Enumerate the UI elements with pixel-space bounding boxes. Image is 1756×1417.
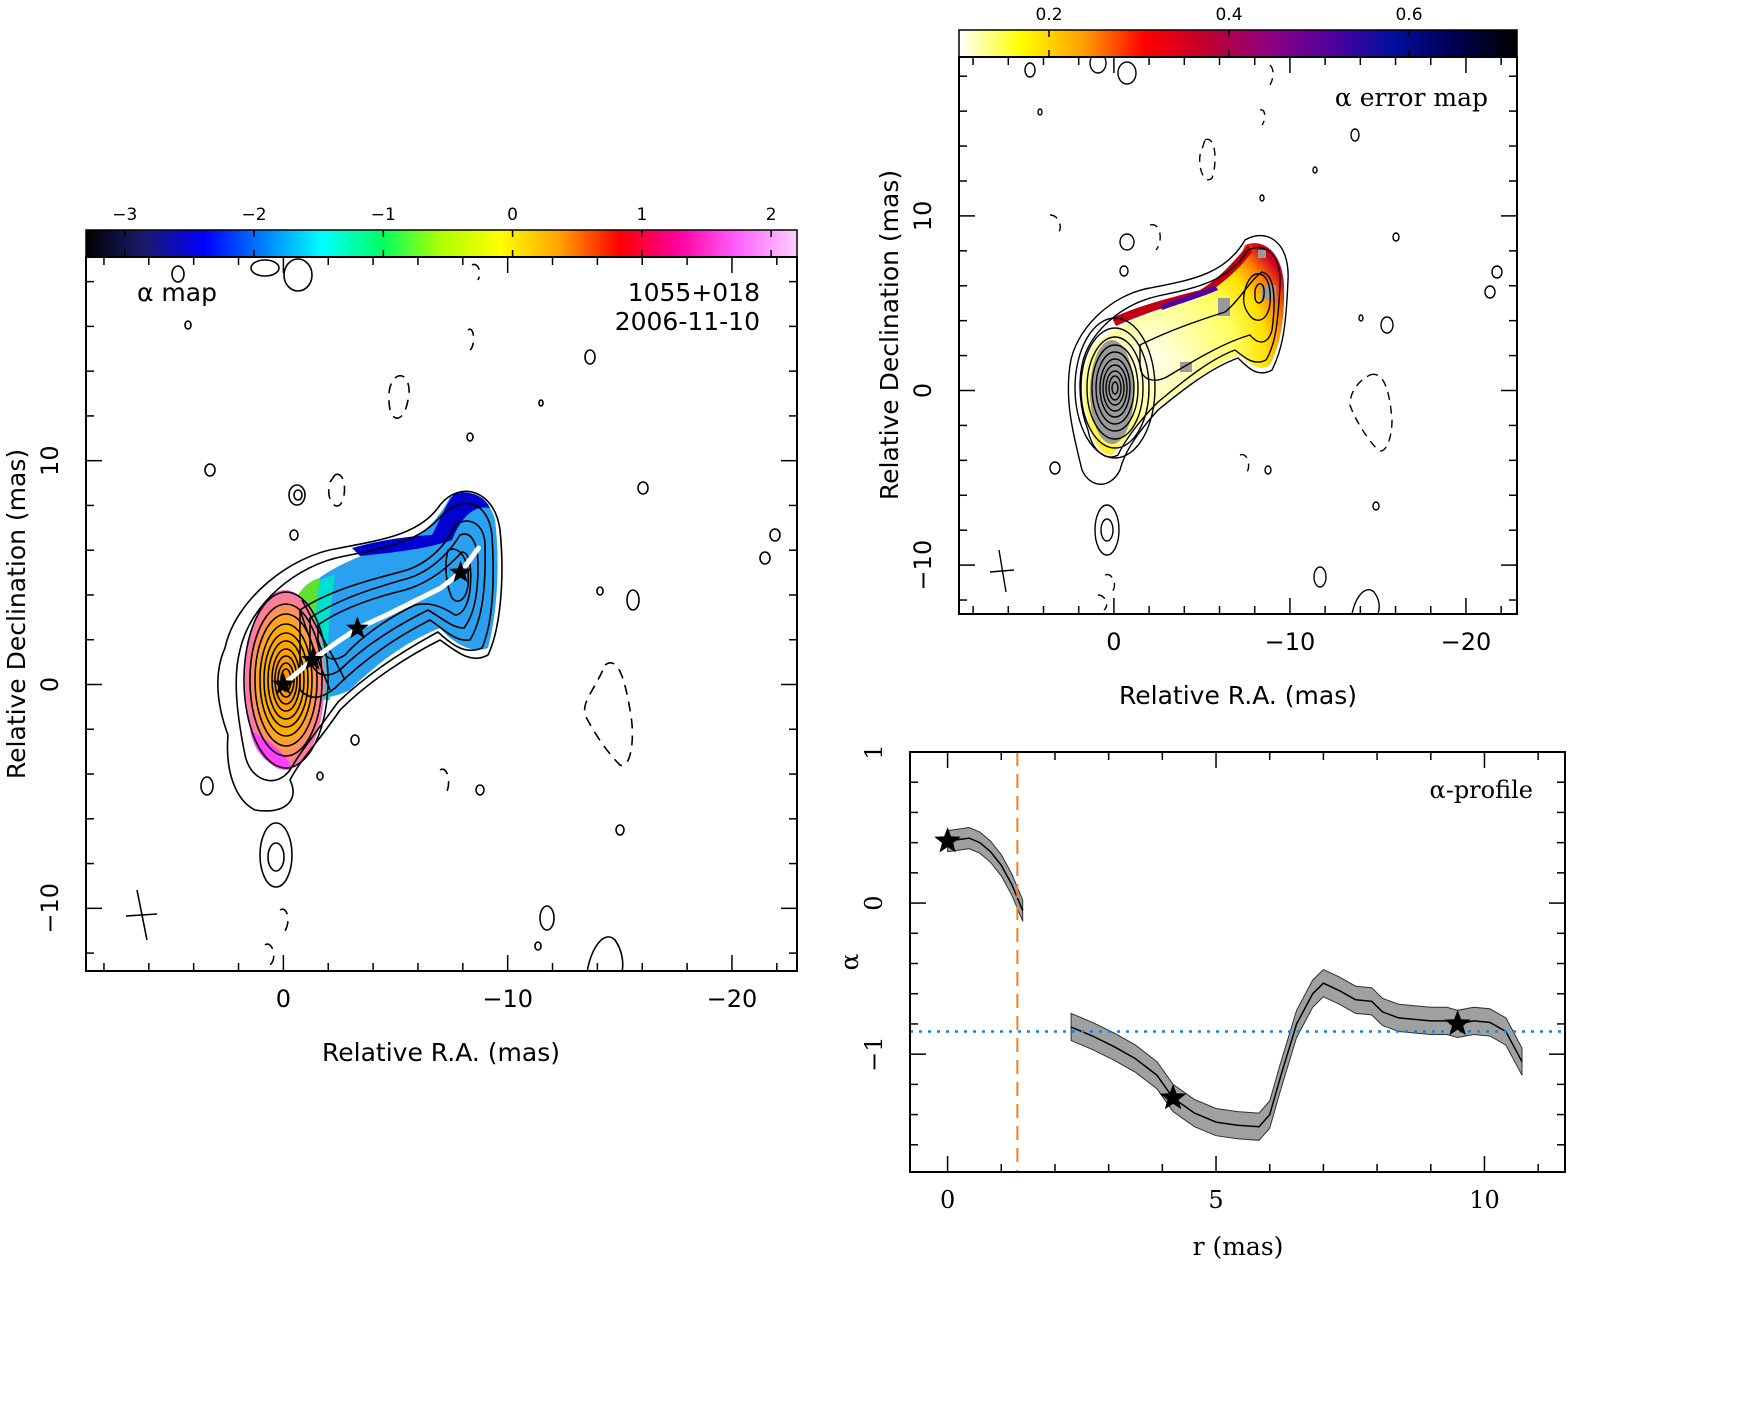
star-marker-icon	[346, 616, 369, 639]
alpha-profile-xtick-label: 0	[940, 1186, 955, 1214]
alpha-profile-ytick-label: −1	[860, 1036, 888, 1071]
alpha-map-axes: 0 −10 −20 −10 0 10	[36, 257, 797, 1013]
alpha-map-contours	[171, 258, 781, 971]
alpha-map-colorbar	[85, 229, 798, 258]
alpha-profile-stars	[934, 827, 1471, 1110]
alpha-map-xlabel: Relative R.A. (mas)	[322, 1038, 560, 1067]
alpha-error-frame	[958, 56, 1518, 615]
alpha-map-frame	[85, 256, 798, 972]
alpha-map-xtick-label: −10	[482, 985, 533, 1013]
alpha-error-ytick-label: 0	[909, 383, 937, 398]
alpha-error-cbar-tick-label: 0.4	[1215, 5, 1242, 25]
alpha-map-ytick-label: −10	[36, 883, 64, 934]
alpha-map-colorbar-ticks: −3 −2 −1 0 1 2	[112, 205, 777, 257]
alpha-map-cbar-tick-label: 1	[636, 205, 647, 225]
alpha-error-red-edge	[1112, 245, 1252, 326]
star-marker-icon	[449, 560, 472, 583]
alpha-profile-xtick-label: 5	[1208, 1186, 1223, 1214]
alpha-profile-panel: 0 5 10 −1 0 1 α-profile r (mas) α	[835, 744, 1566, 1261]
alpha-profile-error-band	[1070, 969, 1523, 1141]
alpha-profile-ylabel: α	[835, 953, 864, 970]
alpha-profile-ytick-label: 1	[860, 744, 888, 759]
beam-cross-icon	[125, 889, 158, 941]
alpha-error-ytick-label: 10	[909, 201, 937, 232]
alpha-map-cbar-tick-label: −3	[112, 205, 137, 225]
alpha-profile-frame	[909, 751, 1566, 1173]
alpha-error-xtick-label: −20	[1441, 628, 1492, 656]
alpha-error-ytick-label: −10	[909, 540, 937, 591]
alpha-map-source-label: 1055+018	[628, 278, 760, 307]
alpha-map-cbar-tick-label: −2	[242, 205, 267, 225]
alpha-error-ylabel: Relative Declination (mas)	[875, 170, 904, 500]
alpha-map-negative-contours	[264, 263, 634, 966]
alpha-map-ytick-label: 10	[36, 445, 64, 476]
alpha-map-stars	[272, 560, 472, 695]
alpha-map-xtick-label: −20	[707, 985, 758, 1013]
alpha-map-cbar-tick-label: 2	[766, 205, 777, 225]
alpha-map-jet-blue	[296, 493, 498, 698]
alpha-map-cbar-tick-label: 0	[507, 205, 518, 225]
star-marker-icon	[272, 672, 295, 695]
alpha-profile-xtick-label: 10	[1469, 1186, 1500, 1214]
alpha-error-map-panel: 0.2 0.4 0.6	[875, 5, 1518, 710]
alpha-profile-title: α-profile	[1430, 776, 1534, 804]
alpha-error-negative-contours	[1049, 64, 1393, 611]
alpha-map-title: α map	[137, 278, 217, 307]
alpha-error-xlabel: Relative R.A. (mas)	[1119, 681, 1357, 710]
star-marker-icon	[301, 647, 324, 670]
star-marker-icon	[1159, 1084, 1187, 1110]
alpha-error-cbar-tick-label: 0.2	[1035, 5, 1062, 25]
alpha-error-xtick-label: 0	[1106, 628, 1121, 656]
alpha-error-colorbar-ticks: 0.2 0.4 0.6	[1035, 5, 1423, 57]
alpha-profile-error-band	[947, 826, 1024, 922]
alpha-error-xtick-label: −10	[1265, 628, 1316, 656]
alpha-map-jet-magenta-edge	[250, 730, 291, 770]
star-marker-icon	[934, 827, 961, 853]
alpha-error-title: α error map	[1335, 83, 1488, 112]
error-beam-cross-icon	[989, 549, 1015, 593]
alpha-error-cbar-tick-label: 0.6	[1395, 5, 1422, 25]
alpha-map-cbar-tick-label: −1	[371, 205, 396, 225]
alpha-map-image	[125, 258, 781, 971]
alpha-map-ridge-line	[280, 545, 481, 687]
alpha-map-ytick-label: 0	[36, 677, 64, 692]
alpha-profile-xlabel: r (mas)	[1193, 1232, 1284, 1261]
alpha-map-panel: −3 −2 −1 0 1 2	[2, 205, 798, 1067]
alpha-error-contours	[1024, 57, 1503, 614]
alpha-map-ylabel: Relative Declination (mas)	[2, 449, 31, 779]
alpha-profile-ytick-label: 0	[860, 895, 888, 910]
alpha-map-jet-darkblue-edge	[352, 492, 490, 556]
alpha-profile-axes: 0 5 10 −1 0 1	[860, 744, 1565, 1214]
alpha-profile-line	[947, 837, 1024, 911]
alpha-profile-error-bands	[947, 826, 1523, 1141]
alpha-map-date-label: 2006-11-10	[615, 307, 760, 336]
alpha-error-purple-edge	[1160, 285, 1218, 310]
star-marker-icon	[1444, 1009, 1471, 1036]
alpha-error-axes: 0 −10 −20 −10 0 10	[909, 57, 1517, 656]
alpha-map-xtick-label: 0	[276, 985, 291, 1013]
alpha-error-colorbar	[958, 29, 1518, 58]
alpha-profile-lines	[947, 837, 1523, 1128]
alpha-error-image	[989, 57, 1503, 614]
alpha-error-gray-masks	[1090, 250, 1276, 444]
